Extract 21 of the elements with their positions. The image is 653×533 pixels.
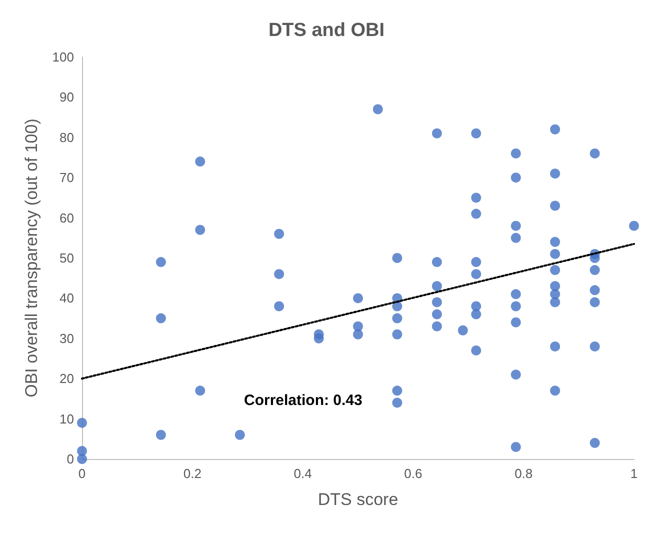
x-axis-title: DTS score	[318, 490, 398, 509]
y-tick-label: 80	[60, 130, 74, 145]
x-tick-label: 0	[78, 466, 86, 481]
y-tick-label: 10	[60, 411, 74, 426]
y-tick-label: 30	[60, 330, 74, 346]
y-tick-label: 100	[52, 50, 74, 64]
chart-title: DTS and OBI	[268, 20, 385, 41]
x-tick-label: 0.8	[514, 466, 533, 481]
x-tick-label: 0.6	[404, 466, 422, 481]
y-tick-label: 90	[60, 90, 74, 105]
y-tick-label: 70	[60, 170, 74, 186]
x-tick-label: 1	[630, 466, 638, 481]
y-tick-label: 50	[60, 250, 74, 266]
y-axis-title: OBI overall transparency (out of 100)	[22, 118, 41, 398]
y-tick-label: 60	[60, 210, 74, 226]
y-tick-label: 0	[66, 452, 74, 466]
x-tick-label: 0.4	[294, 466, 312, 481]
annotation: Correlation: 0.43	[244, 392, 362, 409]
x-tick-label: 0.2	[183, 466, 202, 481]
y-tick-label: 20	[60, 371, 74, 386]
y-tick-label: 40	[60, 290, 74, 306]
